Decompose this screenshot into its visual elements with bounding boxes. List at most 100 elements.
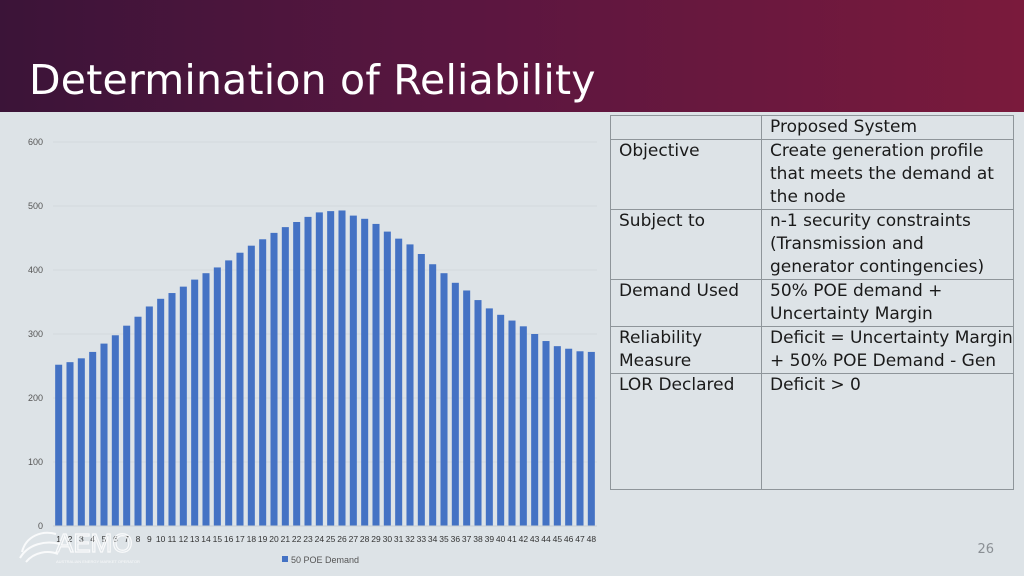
x-tick-label: 20 bbox=[269, 534, 279, 544]
x-tick-label: 8 bbox=[136, 534, 141, 544]
table-row: Objective Create generation profile that… bbox=[610, 139, 1014, 210]
bar bbox=[508, 320, 516, 526]
x-tick-label: 9 bbox=[147, 534, 152, 544]
x-tick-label: 19 bbox=[258, 534, 268, 544]
x-tick-label: 44 bbox=[541, 534, 551, 544]
x-tick-label: 24 bbox=[315, 534, 325, 544]
x-tick-label: 18 bbox=[247, 534, 257, 544]
table-row: Reliability Measure Deficit = Uncertaint… bbox=[610, 326, 1014, 374]
bar bbox=[406, 244, 414, 526]
x-tick-label: 39 bbox=[485, 534, 495, 544]
bar bbox=[191, 279, 199, 526]
bar bbox=[281, 227, 289, 526]
page-number: 26 bbox=[977, 542, 994, 557]
bar bbox=[565, 348, 573, 526]
bar bbox=[417, 254, 425, 526]
bar bbox=[202, 273, 210, 526]
bar bbox=[55, 364, 63, 526]
y-tick-label: 500 bbox=[28, 201, 43, 211]
x-tick-label: 12 bbox=[179, 534, 189, 544]
bar bbox=[145, 306, 153, 526]
bar bbox=[327, 211, 335, 526]
x-tick-label: 34 bbox=[428, 534, 438, 544]
bar bbox=[89, 351, 97, 526]
x-tick-label: 11 bbox=[168, 534, 177, 544]
logo-swirl-icon bbox=[19, 531, 61, 563]
bar bbox=[440, 273, 448, 526]
table-row-value: Deficit > 0 bbox=[761, 373, 1014, 490]
chart-bars bbox=[55, 210, 595, 527]
x-tick-label: 32 bbox=[405, 534, 415, 544]
bar bbox=[179, 286, 187, 526]
x-tick-label: 42 bbox=[519, 534, 529, 544]
legend-swatch bbox=[282, 556, 288, 562]
x-tick-label: 1 bbox=[56, 534, 61, 544]
x-tick-label: 26 bbox=[337, 534, 347, 544]
bar bbox=[157, 298, 165, 526]
x-axis-tick-labels: 1 2 3 4 5 6 7 8 9 10 11 12 13 14 15 16 17 18 19 20 21 22 23 24 2… bbox=[56, 534, 596, 544]
table-row: Demand Used 50% POE demand + Uncertainty… bbox=[610, 279, 1014, 327]
bar bbox=[349, 215, 357, 526]
bar bbox=[225, 260, 233, 526]
table-header-cell bbox=[610, 115, 762, 140]
page-title: Determination of Reliability bbox=[29, 56, 596, 104]
bar bbox=[587, 351, 595, 526]
bar bbox=[519, 326, 527, 526]
x-tick-label: 5 bbox=[102, 534, 107, 544]
bar bbox=[395, 238, 403, 526]
x-tick-label: 25 bbox=[326, 534, 336, 544]
bar bbox=[100, 343, 108, 526]
bar bbox=[361, 218, 369, 527]
x-tick-label: 21 bbox=[281, 534, 291, 544]
x-tick-label: 28 bbox=[360, 534, 370, 544]
x-tick-label: 10 bbox=[156, 534, 166, 544]
table-header-row: Proposed System bbox=[610, 115, 1014, 140]
table-row-label: Objective bbox=[610, 139, 762, 210]
table-row-label: Demand Used bbox=[610, 279, 762, 327]
table-row-value: 50% POE demand + Uncertainty Margin bbox=[761, 279, 1014, 327]
bar bbox=[338, 210, 346, 527]
bar bbox=[236, 252, 244, 526]
x-tick-label: 4 bbox=[90, 534, 95, 544]
x-tick-label: 37 bbox=[462, 534, 472, 544]
x-tick-label: 36 bbox=[451, 534, 461, 544]
x-tick-label: 3 bbox=[79, 534, 84, 544]
table-row-label: LOR Declared bbox=[610, 373, 762, 490]
bar bbox=[542, 341, 550, 526]
x-tick-label: 33 bbox=[417, 534, 427, 544]
bar bbox=[270, 232, 278, 526]
x-tick-label: 7 bbox=[124, 534, 129, 544]
bar bbox=[293, 222, 301, 526]
table-row-value: Create generation profile that meets the… bbox=[761, 139, 1014, 210]
y-tick-label: 200 bbox=[28, 393, 43, 403]
x-tick-label: 47 bbox=[575, 534, 585, 544]
bar bbox=[168, 293, 176, 526]
x-tick-label: 6 bbox=[113, 534, 118, 544]
reliability-table: Proposed System Objective Create generat… bbox=[610, 115, 1014, 490]
x-tick-label: 14 bbox=[201, 534, 211, 544]
bar bbox=[111, 335, 119, 526]
bar bbox=[213, 267, 221, 526]
bar bbox=[451, 282, 459, 526]
aemo-logo: AEMO AUSTRALIAN ENERGY MARKET OPERATOR bbox=[19, 527, 140, 564]
table-header-cell: Proposed System bbox=[761, 115, 1014, 140]
table-row-label: Reliability Measure bbox=[610, 326, 762, 374]
x-tick-label: 23 bbox=[303, 534, 313, 544]
logo-subtitle: AUSTRALIAN ENERGY MARKET OPERATOR bbox=[56, 559, 140, 564]
x-tick-label: 16 bbox=[224, 534, 234, 544]
x-tick-label: 13 bbox=[190, 534, 200, 544]
y-tick-label: 600 bbox=[28, 137, 43, 147]
header-banner: Determination of Reliability bbox=[0, 0, 1024, 112]
bar bbox=[304, 216, 312, 526]
bar bbox=[463, 290, 471, 526]
chart-legend: 50 POE Demand bbox=[282, 555, 359, 565]
x-tick-label: 27 bbox=[349, 534, 359, 544]
x-tick-label: 38 bbox=[473, 534, 483, 544]
table-row-value: Deficit = Uncertainty Margin + 50% POE D… bbox=[761, 326, 1014, 374]
legend-label: 50 POE Demand bbox=[291, 555, 359, 565]
bar bbox=[553, 346, 561, 526]
x-tick-label: 43 bbox=[530, 534, 540, 544]
x-tick-label: 17 bbox=[235, 534, 245, 544]
bar bbox=[315, 212, 323, 526]
